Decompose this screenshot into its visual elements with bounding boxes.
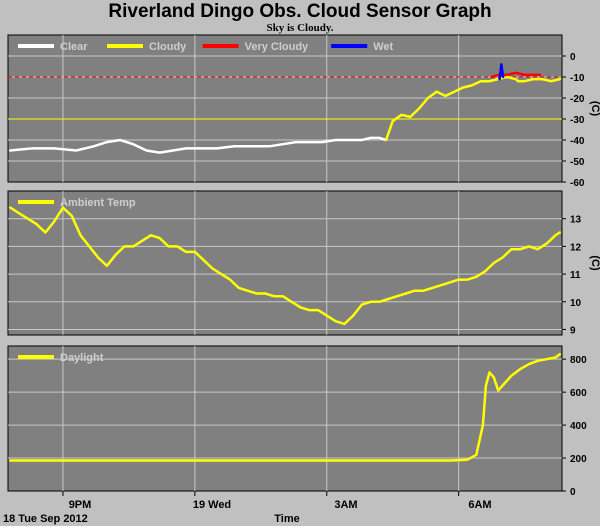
panel-2: Ambient Temp 9 10 11 12 13 (C) [7, 190, 600, 336]
y-tick-label: 800 [570, 355, 587, 366]
panel-3: Daylight 0 200 400 600 800 [7, 345, 587, 498]
legend-label-clear: Clear [60, 41, 88, 53]
x-tick-label-9pm: 9PM [69, 499, 92, 511]
series-cloudy [384, 75, 562, 142]
y-tick-label: 9 [570, 325, 576, 336]
y-tick-label: -60 [570, 178, 585, 189]
y-tick-label: 13 [570, 215, 582, 226]
legend-label-very-cloudy: Very Cloudy [245, 41, 309, 53]
y-tick-label: 10 [570, 298, 582, 309]
series-wet [498, 63, 505, 81]
x-tick-label-6am: 6AM [468, 499, 491, 511]
y-tick-label: -50 [570, 157, 585, 168]
legend-label-ambient-temp: Ambient Temp [60, 197, 136, 209]
series-daylight [8, 352, 562, 462]
y-tick-label: -10 [570, 73, 585, 84]
y-tick-label: -40 [570, 136, 585, 147]
legend-label-cloudy: Cloudy [149, 41, 187, 53]
y-tick-label: -30 [570, 115, 585, 126]
sky-status: Sky is Cloudy. [266, 22, 334, 34]
x-axis-label: Time [274, 513, 299, 525]
plot-area [7, 190, 563, 336]
series-ambient-temp [8, 206, 562, 326]
y-tick-label: 400 [570, 421, 587, 432]
y-tick-label: 200 [570, 454, 587, 465]
series-very-cloudy [490, 71, 542, 79]
plot-area [7, 345, 563, 492]
plot-area [7, 34, 563, 183]
x-tick-label-19wed: 19 Wed [193, 499, 231, 511]
x-tick-label-3am: 3AM [334, 499, 357, 511]
y-tick-label: 0 [570, 487, 576, 498]
y-axis-label: (C) [589, 255, 600, 271]
y-tick-label: 12 [570, 242, 582, 253]
y-tick-label: 0 [570, 52, 576, 63]
y-tick-label: 11 [570, 270, 581, 281]
series-clear [8, 136, 388, 154]
panel-1: Clear Cloudy Very Cloudy Wet 0 -10 -20 -30 -40 -5… [7, 34, 600, 189]
legend-label-wet: Wet [373, 41, 393, 53]
y-tick-label: -20 [570, 94, 585, 105]
start-date-label: 18 Tue Sep 2012 [3, 513, 88, 525]
y-axis-label: (C) [589, 101, 600, 117]
legend-label-daylight: Daylight [60, 352, 104, 364]
y-tick-label: 600 [570, 388, 587, 399]
chart-title: Riverland Dingo Obs. Cloud Sensor Graph [108, 1, 492, 22]
